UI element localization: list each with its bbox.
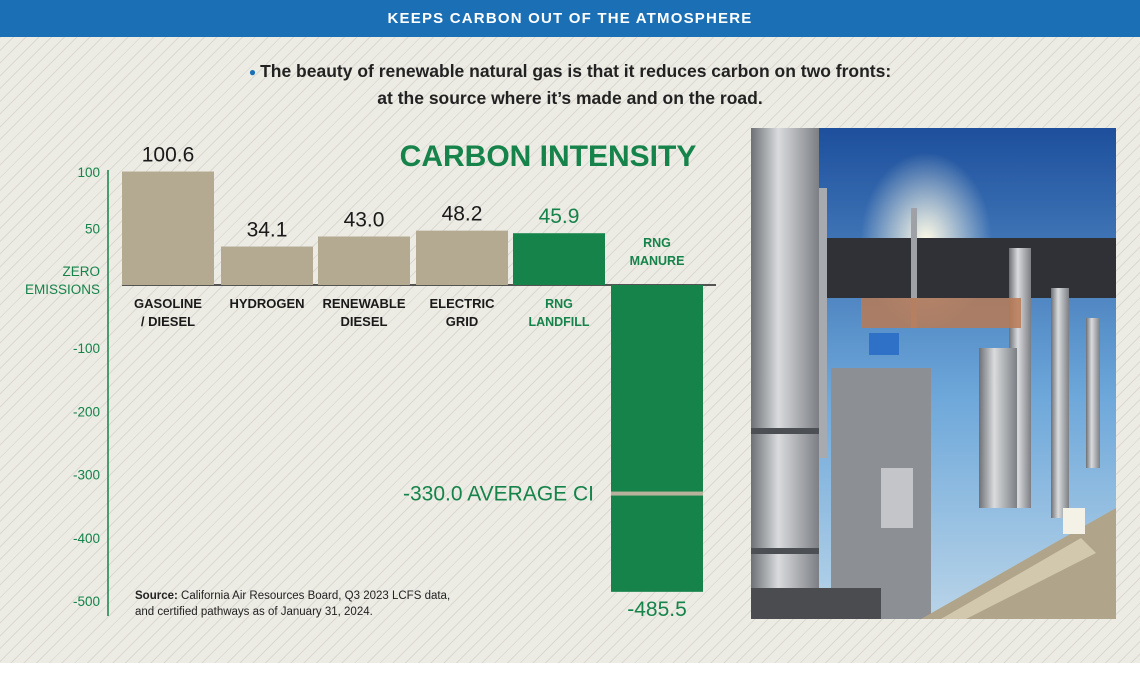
bars <box>122 171 703 592</box>
category-label: HYDROGEN <box>229 296 304 311</box>
labels: 100.6 GASOLINE / DIESEL 34.1 HYDROGEN 43.0 REN… <box>134 144 703 621</box>
average-ci-label: -330.0 AVERAGE CI <box>403 483 594 506</box>
banner-title: KEEPS CARBON OUT OF THE ATMOSPHERE <box>387 10 753 27</box>
intro-text: ● The beauty of renewable natural gas is … <box>170 58 970 111</box>
source-line-2: and certified pathways as of January 31,… <box>135 606 373 618</box>
source-label: Source: <box>135 590 178 602</box>
bar <box>416 230 508 285</box>
y-tick-label: -500 <box>73 594 100 609</box>
category-label: RNG MANURE <box>630 236 685 268</box>
source-line-1: California Air Resources Board, Q3 2023 … <box>181 590 450 602</box>
bar <box>611 285 703 592</box>
y-tick-label-zero: ZERO EMISSIONS <box>25 264 100 297</box>
average-ci-marker <box>611 491 703 496</box>
category-label: ELECTRIC GRID <box>430 296 496 329</box>
y-tick-label: 100 <box>77 165 100 180</box>
bullet-icon: ● <box>248 65 257 80</box>
source-text: Source: California Air Resources Board, … <box>135 590 450 602</box>
category-label: GASOLINE / DIESEL <box>134 296 202 329</box>
bar <box>318 236 410 285</box>
bar <box>122 171 214 285</box>
data-label: 34.1 <box>247 219 288 242</box>
y-tick-label: -200 <box>73 404 100 419</box>
chart-title: CARBON INTENSITY <box>400 140 697 173</box>
bar <box>513 233 605 285</box>
y-tick-label: 50 <box>85 222 100 237</box>
intro-line-2: at the source where it’s made and on the… <box>377 88 763 109</box>
y-tick-label: -100 <box>73 341 100 356</box>
category-label: RENEWABLE DIESEL <box>322 296 405 329</box>
y-tick-label: -300 <box>73 468 100 483</box>
data-label: 45.9 <box>539 205 580 228</box>
rng-facility-photo <box>751 128 1116 619</box>
data-label: 100.6 <box>142 144 195 167</box>
category-label: RNG LANDFILL <box>528 297 589 329</box>
banner: KEEPS CARBON OUT OF THE ATMOSPHERE <box>0 0 1140 37</box>
y-tick-label: -400 <box>73 531 100 546</box>
intro-line-1: The beauty of renewable natural gas is t… <box>260 61 892 81</box>
data-label: -485.5 <box>627 598 687 621</box>
data-label: 43.0 <box>344 208 385 231</box>
data-label: 48.2 <box>442 203 483 226</box>
bar <box>221 246 313 285</box>
